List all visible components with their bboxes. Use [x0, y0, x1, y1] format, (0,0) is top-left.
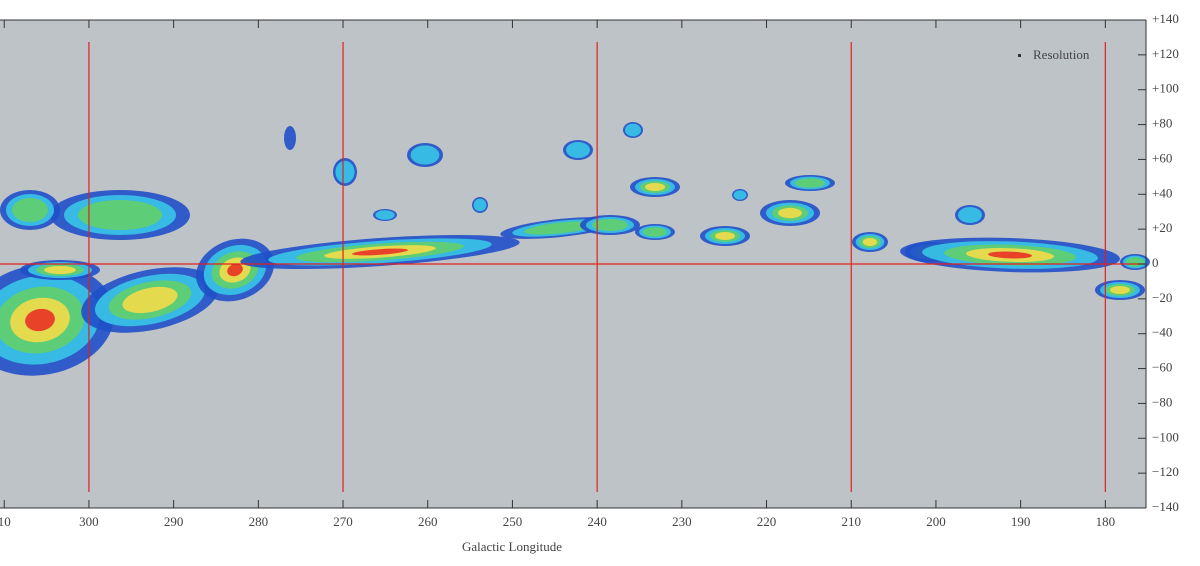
emission-blob: [227, 263, 243, 277]
x-tick-label: 180: [1096, 514, 1116, 529]
emission-blob: [12, 198, 48, 222]
y-tick-label: +100: [1152, 81, 1179, 96]
y-tick-label: +120: [1152, 46, 1179, 61]
x-tick-label: 300: [79, 514, 99, 529]
emission-blob: [958, 207, 982, 223]
y-tick-label: +80: [1152, 116, 1172, 131]
emission-blob: [988, 251, 1032, 259]
y-tick-label: −100: [1152, 429, 1179, 444]
emission-blob: [715, 232, 735, 240]
emission-blob: [778, 207, 802, 219]
emission-blob: [284, 126, 296, 150]
emission-blob: [643, 227, 667, 237]
emission-blob: [410, 145, 440, 165]
emission-blob: [733, 190, 747, 200]
emission-blob: [335, 160, 355, 184]
x-tick-label: 240: [587, 514, 607, 529]
x-tick-label: 280: [249, 514, 269, 529]
y-tick-label: +140: [1152, 11, 1179, 26]
y-tick-label: +20: [1152, 220, 1172, 235]
emission-blob: [566, 142, 590, 158]
emission-blob: [25, 308, 55, 332]
emission-blob: [473, 198, 487, 212]
x-tick-label: 190: [1011, 514, 1031, 529]
emission-blob: [795, 178, 825, 188]
y-tick-label: 0: [1152, 255, 1159, 270]
y-tick-label: +40: [1152, 185, 1172, 200]
legend-marker: [1018, 54, 1021, 57]
y-tick-label: −60: [1152, 360, 1172, 375]
emission-blob: [352, 248, 408, 256]
emission-blob: [862, 238, 878, 246]
legend-label: Resolution: [1033, 47, 1090, 62]
x-tick-label: 290: [164, 514, 184, 529]
y-tick-label: −80: [1152, 394, 1172, 409]
emission-blob: [44, 266, 76, 274]
emission-blob: [645, 183, 665, 191]
x-tick-label: 270: [333, 514, 353, 529]
emission-blob: [1126, 257, 1144, 267]
emission-blob: [1110, 286, 1130, 294]
emission-map: [0, 122, 1150, 376]
y-tick-label: −40: [1152, 325, 1172, 340]
x-axis-label: Galactic Longitude: [462, 539, 562, 554]
emission-blob: [122, 286, 178, 314]
emission-blob: [524, 221, 596, 235]
emission-blob: [375, 210, 395, 220]
emission-blob: [78, 200, 162, 230]
y-tick-label: −120: [1152, 464, 1179, 479]
x-tick-label: 200: [926, 514, 946, 529]
x-tick-label: 260: [418, 514, 438, 529]
x-tick-label: 230: [672, 514, 692, 529]
x-tick-label: 250: [503, 514, 523, 529]
x-tick-label: 220: [757, 514, 777, 529]
emission-blob: [592, 219, 628, 231]
x-tick-label: 10: [0, 514, 11, 529]
y-tick-label: −140: [1152, 499, 1179, 514]
y-tick-label: −20: [1152, 290, 1172, 305]
emission-blob: [625, 123, 641, 137]
x-tick-label: 210: [841, 514, 861, 529]
y-tick-label: +60: [1152, 150, 1172, 165]
